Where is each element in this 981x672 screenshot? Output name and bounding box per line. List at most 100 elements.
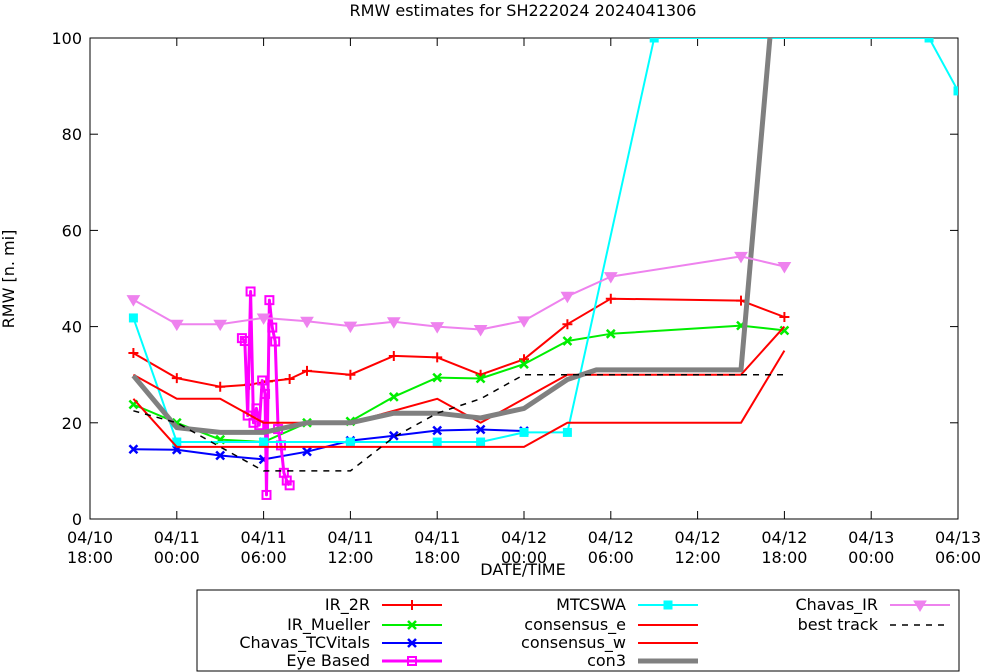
data-point-eye-based	[270, 336, 281, 347]
data-point-eye-based	[261, 489, 272, 500]
series-ir-mueller	[128, 320, 790, 447]
x-tick-time: 18:00	[67, 548, 113, 567]
data-point-mtcswa	[345, 437, 355, 447]
data-point-chavas-tcvitals	[475, 424, 486, 435]
data-point-mtcswa	[953, 86, 958, 96]
data-point-eye-based	[239, 336, 250, 347]
data-point-eye-based	[245, 286, 256, 297]
legend-item-mtcswa: MTCSWA	[556, 595, 698, 614]
legend-label: consensus_e	[524, 615, 626, 635]
x-tick-date: 04/13	[935, 528, 981, 547]
data-point-ir-2r	[302, 365, 312, 376]
y-axis-ticks: 0 20 40 60 80 100	[51, 29, 958, 529]
data-point-mtcswa	[519, 427, 529, 437]
x-tick-time: 12:00	[675, 548, 721, 567]
series-line-con3	[131, 38, 773, 435]
x-tick-time: 06:00	[588, 548, 634, 567]
data-point-eye-based	[267, 322, 278, 333]
series-layer	[126, 38, 958, 500]
legend-item-con3: con3	[587, 651, 698, 670]
y-tick-label: 20	[62, 414, 82, 433]
x-tick-date: 04/12	[588, 528, 634, 547]
data-point-chavas-ir	[256, 313, 271, 325]
x-tick-date: 04/11	[414, 528, 460, 547]
data-point-ir-2r	[345, 369, 356, 380]
series-consensus-e	[132, 350, 786, 448]
data-point-chavas-ir	[343, 321, 358, 334]
data-point-chavas-tcvitals	[128, 444, 139, 455]
legend-item-ir-2r: IR_2R	[325, 595, 442, 615]
data-point-ir-mueller	[519, 359, 529, 370]
data-point-chavas-ir	[603, 272, 618, 284]
legend-item-best-track: best track	[798, 615, 950, 634]
series-ir-2r	[128, 293, 790, 392]
data-point-chavas-ir	[213, 319, 228, 332]
data-point-mtcswa	[476, 437, 486, 447]
y-tick-label: 80	[62, 125, 82, 144]
series-line-chavas-ir	[132, 255, 785, 331]
y-tick-label: 40	[62, 318, 82, 337]
data-point-eye-based	[257, 375, 268, 386]
x-tick-date: 04/11	[154, 528, 200, 547]
data-point-ir-mueller	[562, 336, 573, 346]
data-point-chavas-ir	[734, 251, 748, 264]
data-point-mtcswa	[432, 437, 442, 447]
legend-label: con3	[587, 651, 626, 670]
x-axis-label: DATE/TIME	[480, 560, 565, 579]
data-point-ir-2r	[284, 374, 295, 385]
y-tick-label: 100	[51, 29, 82, 48]
x-axis-ticks: 04/1018:0004/1100:0004/1106:0004/1112:00…	[67, 38, 981, 567]
data-point-chavas-ir	[169, 319, 184, 332]
legend-item-chavas-ir: Chavas_IR	[795, 595, 950, 615]
data-point-ir-2r	[171, 373, 182, 384]
data-point-chavas-ir	[126, 295, 141, 307]
series-line-mtcswa	[132, 38, 958, 443]
data-point-ir-2r	[736, 295, 746, 306]
x-tick-date: 04/12	[501, 528, 547, 547]
data-point-mtcswa	[128, 313, 138, 323]
data-point-chavas-ir	[386, 317, 401, 329]
legend-label: IR_2R	[325, 595, 370, 615]
legend-item-eye-based: Eye Based	[286, 651, 442, 670]
data-point-ir-2r	[779, 311, 790, 322]
data-point-chavas-ir	[560, 291, 575, 304]
data-point-eye-based	[248, 417, 259, 428]
data-point-chavas-tcvitals	[388, 430, 399, 441]
x-tick-date: 04/12	[761, 528, 807, 547]
data-point-chavas-ir	[473, 324, 488, 337]
data-point-chavas-tcvitals	[215, 450, 226, 461]
x-tick-time: 06:00	[241, 548, 287, 567]
data-point-ir-2r	[432, 352, 443, 363]
legend-label: Chavas_TCVitals	[239, 633, 370, 653]
data-point-ir-mueller	[605, 328, 616, 339]
legend-marker	[407, 638, 417, 648]
x-tick-time: 00:00	[501, 548, 547, 567]
chart-title: RMW estimates for SH222024 2024041306	[350, 1, 697, 20]
legend-marker	[913, 600, 927, 612]
data-point-chavas-tcvitals	[432, 425, 443, 436]
legend-item-ir-mueller: IR_Mueller	[287, 615, 442, 635]
y-axis-label: RMW [n. mi]	[0, 230, 18, 329]
data-point-chavas-ir	[300, 316, 314, 329]
x-tick-time: 00:00	[154, 548, 200, 567]
legend-label: IR_Mueller	[287, 615, 370, 635]
data-point-mtcswa	[649, 38, 659, 43]
legend-label: MTCSWA	[556, 595, 626, 614]
data-point-ir-mueller	[475, 373, 486, 384]
x-tick-time: 06:00	[935, 548, 981, 567]
series-chavas-ir	[126, 251, 792, 337]
data-point-eye-based	[251, 403, 262, 414]
data-point-mtcswa	[562, 427, 572, 437]
x-tick-date: 04/11	[241, 528, 287, 547]
data-point-chavas-ir	[777, 261, 792, 274]
legend-marker	[407, 600, 417, 610]
data-point-eye-based	[264, 295, 275, 306]
legend-item-consensus-e: consensus_e	[524, 615, 698, 635]
series-con3	[131, 38, 773, 435]
data-point-chavas-tcvitals	[302, 446, 312, 457]
legend-marker	[663, 600, 673, 610]
series-line-best-track	[133, 373, 785, 472]
data-point-eye-based	[236, 333, 247, 344]
data-point-ir-2r	[605, 293, 616, 304]
